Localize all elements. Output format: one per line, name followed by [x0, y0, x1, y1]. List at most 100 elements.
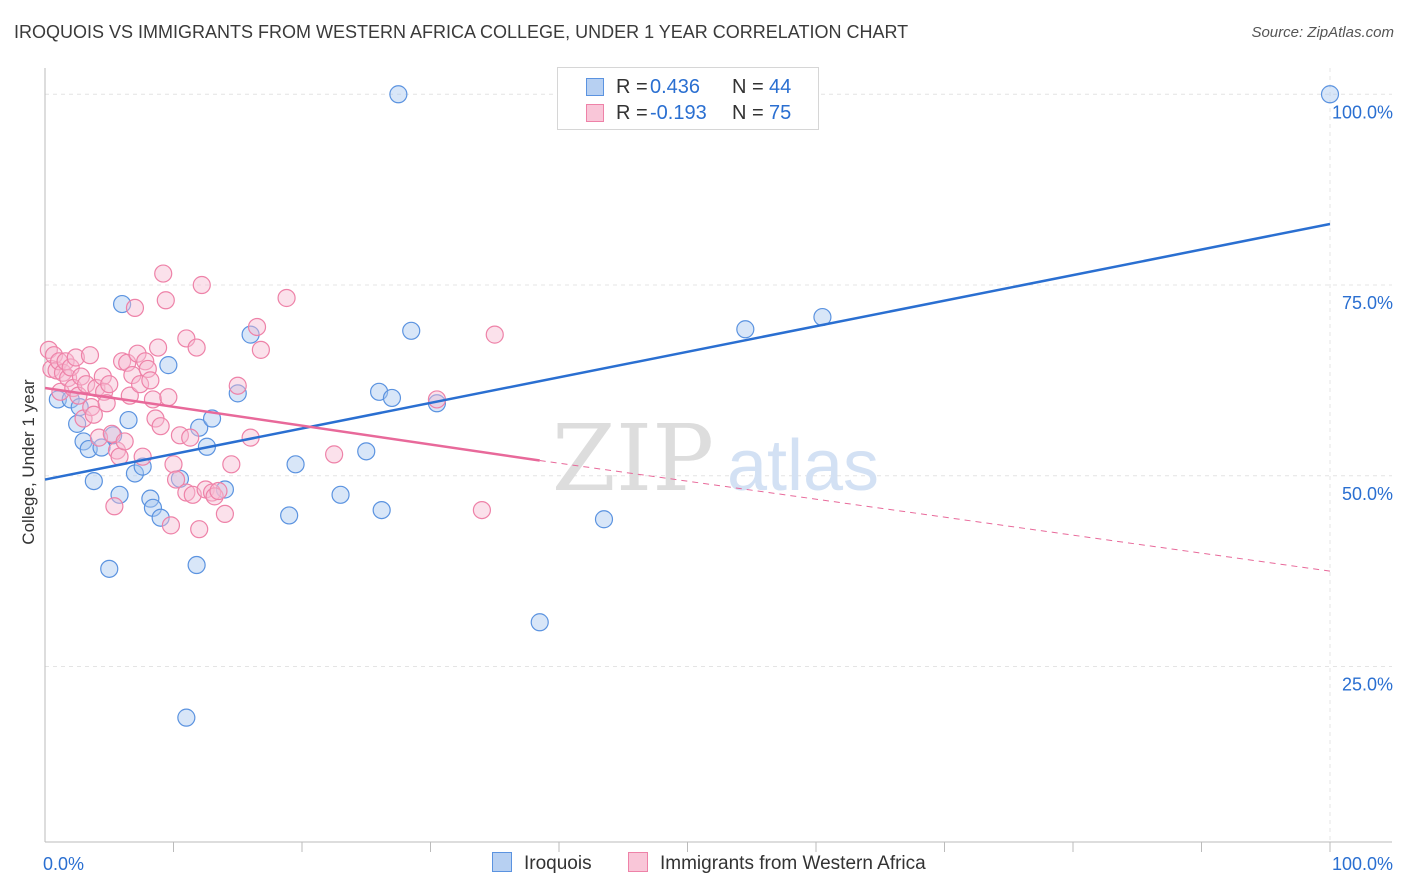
western-africa-point	[228, 376, 247, 395]
iroquois-point	[286, 455, 305, 474]
iroquois-point	[151, 508, 170, 527]
chart-title: IROQUOIS VS IMMIGRANTS FROM WESTERN AFRI…	[14, 22, 909, 42]
iroquois-point	[177, 708, 196, 727]
western-africa-point	[485, 325, 504, 344]
legend-n-value: 44	[769, 76, 792, 98]
iroquois-point	[133, 457, 152, 476]
iroquois-point	[84, 472, 103, 491]
western-africa-point	[97, 394, 116, 413]
iroquois-point	[159, 356, 178, 375]
iroquois-point	[530, 613, 549, 632]
iroquois-point	[594, 510, 614, 529]
western-africa-swatch	[586, 104, 604, 122]
western-africa-point	[61, 358, 80, 377]
western-africa-point	[251, 340, 270, 359]
iroquois-point	[187, 555, 206, 575]
iroquois-point	[402, 321, 421, 340]
western-africa-trend-line	[44, 386, 540, 462]
y-tick-label: 75.0%	[1342, 293, 1393, 313]
western-africa-point	[154, 264, 173, 283]
western-africa-point	[66, 348, 85, 367]
iroquois-point	[372, 500, 391, 520]
iroquois-swatch	[492, 852, 512, 872]
western-africa-point	[164, 455, 183, 474]
y-axis-label: College, Under 1 year	[19, 379, 38, 545]
iroquois-point	[331, 485, 350, 504]
source-credit: Source: ZipAtlas.com	[1251, 24, 1394, 41]
bottom-legend-western-africa: Immigrants from Western Africa	[628, 852, 926, 875]
legend-r-value: -0.193	[650, 102, 707, 124]
western-africa-point	[123, 365, 142, 385]
y-tick-label: 25.0%	[1342, 675, 1393, 695]
western-africa-point	[141, 371, 160, 390]
iroquois-point	[389, 85, 408, 104]
western-africa-point	[84, 405, 103, 424]
legend-n-label: N =	[732, 102, 764, 124]
western-africa-point	[125, 298, 145, 317]
watermark-atlas: atlas	[727, 426, 879, 506]
trend-lines	[44, 222, 1331, 572]
bottom-legend-label: Iroquois	[524, 853, 592, 874]
iroquois-point	[190, 418, 209, 437]
western-africa-point	[190, 520, 209, 539]
y-tick-label: 50.0%	[1342, 484, 1393, 504]
bottom-legend-label: Immigrants from Western Africa	[660, 853, 926, 874]
iroquois-point	[119, 410, 138, 430]
western-africa-point	[166, 470, 186, 489]
western-africa-point	[100, 375, 119, 394]
iroquois-point	[357, 442, 376, 461]
western-africa-point	[115, 432, 134, 451]
western-africa-swatch	[628, 852, 648, 872]
iroquois-point	[100, 559, 119, 578]
iroquois-point	[143, 498, 163, 517]
iroquois-trend-line	[44, 222, 1331, 481]
western-africa-point	[181, 428, 200, 447]
iroquois-point	[110, 485, 129, 504]
axes	[44, 68, 1392, 852]
iroquois-point	[125, 464, 145, 483]
western-africa-point	[105, 497, 124, 516]
western-africa-point	[156, 291, 175, 310]
western-africa-point	[159, 388, 178, 407]
western-africa-point	[151, 417, 170, 436]
iroquois-point	[736, 320, 755, 339]
watermark: ZIP atlas	[552, 405, 879, 512]
x-tick-label: 100.0%	[1332, 854, 1393, 874]
iroquois-point	[382, 388, 402, 408]
western-africa-point	[177, 329, 196, 348]
western-africa-point	[148, 338, 168, 357]
western-africa-point	[133, 447, 152, 466]
iroquois-point	[241, 325, 260, 344]
western-africa-trend-extension	[539, 460, 1331, 572]
western-africa-point	[138, 359, 157, 379]
western-africa-point	[192, 275, 211, 295]
stats-legend: R = 0.436 N = 44 R = -0.193 N = 75	[557, 67, 819, 130]
western-africa-point	[209, 481, 228, 501]
x-tick-label: 0.0%	[43, 854, 84, 874]
western-africa-point	[130, 375, 150, 394]
bottom-legend-iroquois: Iroquois	[492, 852, 592, 875]
western-africa-point	[39, 340, 58, 359]
western-africa-point	[187, 338, 206, 357]
legend-r-value: 0.436	[650, 76, 701, 98]
western-africa-point	[222, 455, 241, 474]
western-africa-point	[277, 288, 296, 308]
legend-r-label: R =	[616, 102, 648, 124]
grid-lines	[45, 68, 1392, 842]
iroquois-point	[1320, 85, 1340, 104]
western-africa-point	[472, 500, 491, 520]
iroquois-point	[280, 506, 299, 525]
western-africa-point	[93, 367, 112, 386]
legend-n-label: N =	[732, 76, 764, 98]
western-africa-point	[325, 445, 344, 464]
legend-n-value: 75	[769, 102, 792, 124]
western-africa-points	[39, 264, 504, 539]
iroquois-point	[228, 384, 247, 403]
western-africa-point	[77, 375, 96, 394]
iroquois-swatch	[586, 78, 604, 96]
western-africa-point	[247, 317, 267, 337]
western-africa-point	[128, 344, 147, 363]
western-africa-point	[80, 346, 100, 365]
western-africa-point	[161, 516, 181, 535]
